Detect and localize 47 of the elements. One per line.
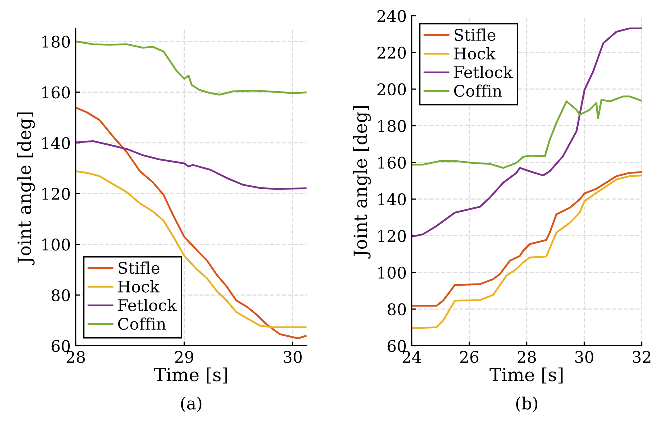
x-tick-label: 28	[66, 351, 86, 364]
x-tick-label: 32	[633, 351, 651, 364]
legend-label: Stifle	[454, 28, 496, 42]
line-series	[76, 40, 307, 96]
line-series	[412, 171, 642, 307]
y-tick-label: 100	[378, 266, 406, 279]
y-tick-label: 160	[42, 86, 70, 99]
legend-label: Coffin	[454, 84, 502, 98]
line-series	[76, 170, 307, 328]
y-tick-label: 60	[52, 340, 70, 352]
legend-label: Hock	[118, 280, 160, 293]
y-tick-label: 100	[42, 238, 70, 251]
y-tick-label: 140	[42, 137, 70, 150]
line-series	[412, 28, 642, 238]
legend-label: Stifle	[118, 262, 160, 274]
x-axis-title: Time [s]	[490, 368, 563, 384]
y-tick-label: 180	[378, 120, 406, 132]
text: (a)	[181, 396, 202, 412]
line-series	[76, 140, 307, 190]
y-tick-label: 200	[378, 84, 406, 96]
legend-label: Fetlock	[118, 299, 178, 312]
y-tick-label: 80	[52, 289, 70, 302]
y-tick-label: 140	[378, 194, 406, 206]
y-tick-label: 180	[42, 36, 70, 48]
y-tick-label: 120	[42, 188, 70, 200]
y-tick-label: 220	[378, 46, 406, 59]
y-axis-title: Joint angle [deg]	[353, 106, 372, 259]
x-tick-label: 26	[460, 351, 479, 364]
line-series	[412, 96, 642, 170]
y-tick-label: 80	[388, 304, 406, 316]
line-series	[76, 106, 307, 340]
x-tick-label: 28	[518, 351, 536, 364]
y-tick-label: 240	[378, 10, 406, 22]
legend-label: Fetlock	[454, 66, 514, 78]
y-tick-label: 120	[378, 230, 406, 242]
x-tick-label: 29	[175, 351, 194, 364]
x-axis-title: Time [s]	[154, 368, 228, 384]
text: (b)	[516, 396, 538, 412]
x-tick-label: 30	[284, 351, 302, 364]
x-tick-label: 30	[576, 351, 594, 364]
x-tick-label: 24	[402, 351, 422, 363]
y-tick-label: 160	[378, 156, 406, 169]
y-axis-title: Joint angle [deg]	[17, 112, 36, 266]
legend-label: Coffin	[118, 318, 166, 330]
legend-label: Hock	[454, 47, 496, 60]
line-series	[412, 174, 642, 330]
y-tick-label: 60	[388, 340, 406, 352]
